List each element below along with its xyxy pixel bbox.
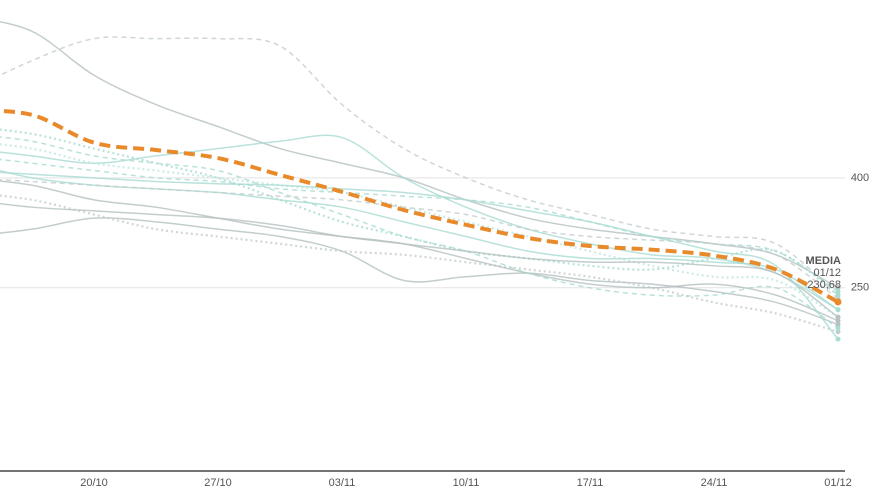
end-point — [835, 285, 841, 291]
x-tick-label: 10/11 — [453, 477, 480, 489]
x-tick-label: 01/12 — [824, 477, 852, 489]
average-label: MEDIA — [806, 255, 842, 267]
end-point — [835, 314, 841, 320]
x-tick-label: 03/11 — [329, 477, 356, 489]
series-line — [0, 178, 839, 300]
x-tick-label: 24/11 — [701, 477, 728, 489]
series-line — [0, 194, 839, 333]
series-line — [0, 36, 839, 296]
series-line — [0, 202, 839, 318]
end-point — [835, 288, 841, 294]
plot-area — [0, 21, 839, 340]
y-tick-label: 250 — [851, 282, 869, 294]
series-line — [0, 171, 839, 340]
series-line — [0, 128, 839, 297]
end-point — [835, 292, 841, 298]
end-point — [835, 307, 841, 313]
end-point — [835, 325, 841, 331]
average-value: 230,68 — [807, 279, 841, 291]
end-point — [835, 336, 841, 342]
series-line — [0, 134, 839, 311]
y-tick-label: 400 — [851, 172, 869, 184]
x-tick-label: 20/10 — [80, 477, 108, 489]
series-line — [0, 158, 839, 293]
x-tick-label: 17/11 — [577, 477, 604, 489]
series-line — [0, 143, 839, 319]
series-line — [0, 136, 839, 329]
end-point — [834, 298, 842, 306]
average-line — [0, 109, 839, 304]
series-line — [0, 217, 839, 326]
end-point — [835, 321, 841, 327]
end-point — [835, 329, 841, 335]
end-point — [835, 318, 841, 324]
x-tick-label: 27/10 — [204, 477, 232, 489]
series-line — [0, 180, 839, 322]
average-date: 01/12 — [813, 267, 841, 279]
